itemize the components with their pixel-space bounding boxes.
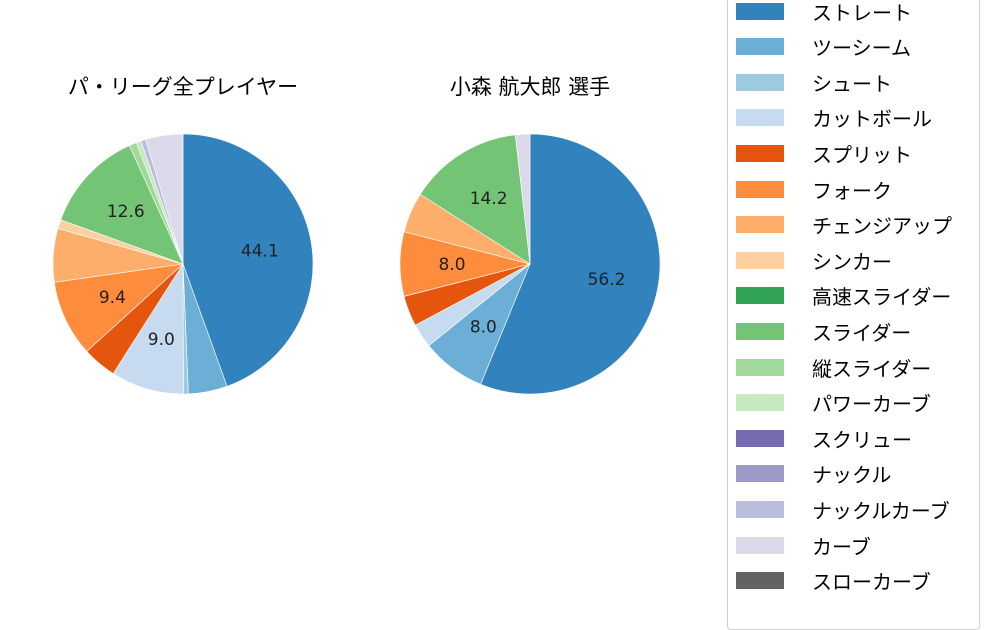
legend-item: スローカーブ bbox=[736, 569, 931, 595]
legend-label: フォーク bbox=[812, 178, 892, 203]
legend-item: ナックルカーブ bbox=[736, 497, 950, 523]
legend-swatch bbox=[736, 216, 784, 234]
legend-label: ナックル bbox=[812, 463, 892, 488]
legend-swatch bbox=[736, 38, 784, 56]
legend-item: チェンジアップ bbox=[736, 213, 952, 239]
legend-item: 高速スライダー bbox=[736, 284, 952, 310]
pie-slice bbox=[514, 133, 531, 265]
legend-label: スプリット bbox=[812, 142, 912, 167]
legend-label: 縦スライダー bbox=[812, 356, 932, 381]
pie-charts: 44.1 9.0 9.4 12.6 56.2 8.0 8.0 14.2 bbox=[52, 133, 661, 395]
legend-item: 縦スライダー bbox=[736, 355, 932, 381]
legend-swatch bbox=[736, 536, 784, 554]
slice-value-label: 44.1 bbox=[241, 242, 279, 262]
legend-item: カットボール bbox=[736, 106, 932, 132]
legend-label: パワーカーブ bbox=[812, 392, 931, 417]
legend: ストレートツーシームシュートカットボール スプリットフォークチェンジアップ シンカー… bbox=[727, 0, 980, 630]
legend-item: パワーカーブ bbox=[736, 391, 931, 417]
legend-item: シンカー bbox=[736, 248, 892, 274]
legend-swatch bbox=[736, 109, 784, 127]
right-pie-title: 小森 航大郎 選手 bbox=[449, 75, 611, 99]
pie-slice bbox=[480, 133, 661, 395]
legend-label: スライダー bbox=[812, 320, 912, 345]
legend-label: 高速スライダー bbox=[812, 285, 952, 310]
legend-label: シュート bbox=[812, 71, 892, 96]
legend-label: チェンジアップ bbox=[812, 214, 952, 239]
slice-value-label: 8.0 bbox=[438, 255, 465, 275]
slice-value-label: 8.0 bbox=[470, 318, 497, 338]
legend-item: シュート bbox=[736, 70, 892, 96]
legend-swatch bbox=[736, 2, 784, 20]
slice-value-label: 56.2 bbox=[588, 270, 626, 290]
left-pie-title: パ・リーグ全プレイヤー bbox=[67, 75, 299, 99]
league-pie: 44.1 9.0 9.4 12.6 bbox=[52, 133, 314, 395]
legend-label: ナックルカーブ bbox=[812, 498, 950, 523]
legend-label: スローカーブ bbox=[812, 570, 931, 595]
legend-swatch bbox=[736, 144, 784, 162]
legend-swatch bbox=[736, 429, 784, 447]
legend-label: カーブ bbox=[812, 534, 871, 559]
legend-label: スクリュー bbox=[812, 427, 912, 452]
player-pie: 56.2 8.0 8.0 14.2 bbox=[399, 133, 661, 395]
legend-swatch bbox=[736, 287, 784, 305]
legend-item: スクリュー bbox=[736, 426, 912, 452]
legend-label: シンカー bbox=[812, 249, 892, 274]
legend-label: カットボール bbox=[812, 107, 932, 132]
legend-swatch bbox=[736, 572, 784, 590]
legend-label: ストレート bbox=[812, 0, 912, 25]
legend-item: スプリット bbox=[736, 141, 912, 167]
pie-slice bbox=[60, 145, 184, 265]
slice-value-label: 9.4 bbox=[99, 288, 126, 308]
legend-swatch bbox=[736, 73, 784, 91]
legend-item: カーブ bbox=[736, 533, 871, 559]
slice-value-label: 14.2 bbox=[470, 189, 508, 209]
legend-item: スライダー bbox=[736, 319, 912, 345]
legend-item: ツーシーム bbox=[736, 35, 911, 61]
pie-slice bbox=[145, 133, 184, 265]
legend-item: ナックル bbox=[736, 462, 892, 488]
legend-label: ツーシーム bbox=[812, 36, 911, 61]
legend-swatch bbox=[736, 500, 784, 518]
pie-slice bbox=[182, 133, 314, 387]
legend-swatch bbox=[736, 394, 784, 412]
legend-swatch bbox=[736, 465, 784, 483]
legend-swatch bbox=[736, 180, 784, 198]
legend-item: ストレート bbox=[736, 0, 912, 25]
legend-item: フォーク bbox=[736, 177, 892, 203]
legend-swatch bbox=[736, 322, 784, 340]
legend-swatch bbox=[736, 251, 784, 269]
slice-value-label: 12.6 bbox=[107, 202, 145, 222]
pie-slice bbox=[419, 134, 531, 265]
legend-swatch bbox=[736, 358, 784, 376]
slice-value-label: 9.0 bbox=[148, 330, 175, 350]
pie-slice bbox=[53, 263, 184, 352]
